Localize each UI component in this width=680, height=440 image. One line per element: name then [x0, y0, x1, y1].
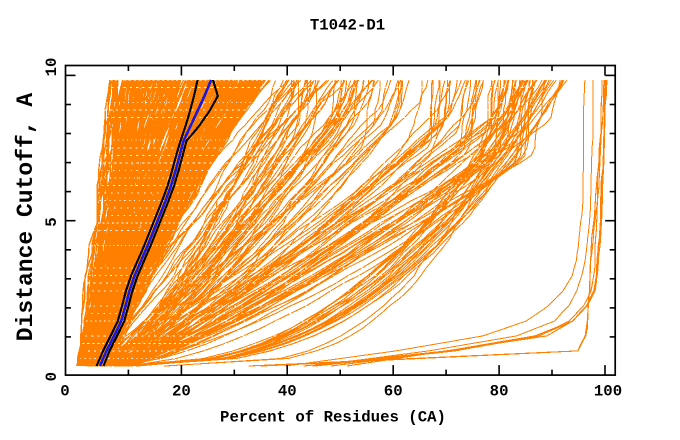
svg-text:Percent of Residues (CA): Percent of Residues (CA) — [220, 409, 446, 427]
svg-text:Distance Cutoff, A: Distance Cutoff, A — [13, 93, 39, 342]
svg-text:0: 0 — [43, 372, 61, 381]
svg-text:80: 80 — [490, 382, 509, 400]
svg-text:10: 10 — [43, 58, 61, 77]
svg-text:100: 100 — [594, 382, 622, 400]
svg-text:40: 40 — [278, 382, 297, 400]
svg-text:T1042-D1: T1042-D1 — [310, 17, 385, 35]
svg-text:60: 60 — [384, 382, 403, 400]
svg-text:0: 0 — [60, 382, 69, 400]
svg-text:20: 20 — [172, 382, 191, 400]
svg-text:5: 5 — [43, 217, 61, 226]
